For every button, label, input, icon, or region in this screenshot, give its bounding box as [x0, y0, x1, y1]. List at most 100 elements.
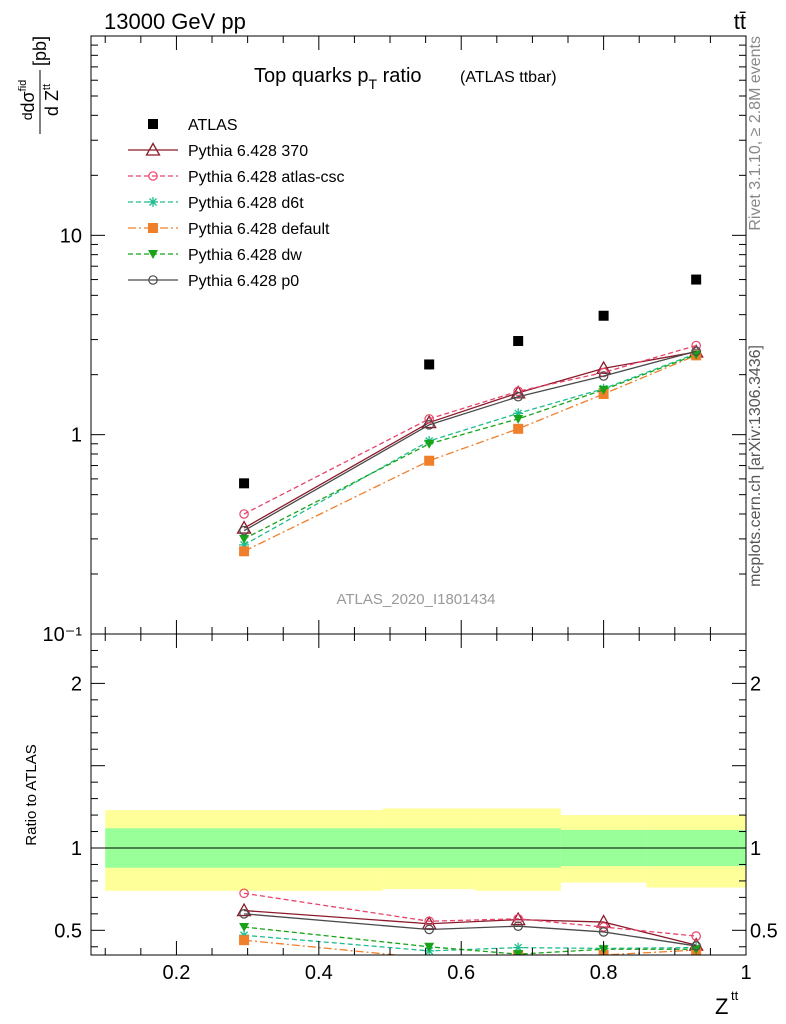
legend-label: Pythia 6.428 atlas-csc [188, 169, 345, 186]
legend-marker [148, 197, 158, 207]
legend-item: Pythia 6.428 atlas-csc [128, 169, 345, 186]
mcplots-label: mcplots.cern.ch [arXiv:1306.3436] [747, 345, 764, 587]
y-tick-label: 10⁻¹ [43, 624, 83, 646]
legend-marker [148, 250, 158, 259]
ratio-panel: 2 2 1 1 0.5 0.5 0.2 0.4 0.6 0.8 1 [54, 633, 778, 984]
ratio-y-tick-label-right: 0.5 [750, 920, 778, 942]
mc-series-1-line [243, 344, 697, 515]
mc-series-1-point [424, 414, 434, 424]
ratio-frame [90, 633, 747, 956]
mc-series-1-point [239, 509, 249, 519]
analysis-id: ATLAS_2020_I1801434 [336, 591, 495, 608]
mc-series-3-point [424, 455, 435, 466]
mc-series-4-line [243, 354, 697, 540]
ratio-series-4-point [513, 950, 524, 955]
x-tick-label: 0.6 [447, 962, 475, 984]
ratio-series-5-point [691, 941, 701, 951]
ratio-data [91, 808, 746, 955]
legend-label: Pythia 6.428 dw [188, 247, 302, 264]
svg-text:Top quarks pT ratio: Top quarks pT ratio [254, 65, 422, 92]
atlas-data-point [691, 274, 702, 285]
ratio-series-1-point [691, 931, 701, 941]
ratio-series-5-point [513, 921, 523, 931]
ratio-series-5-line [244, 913, 697, 947]
ratio-y-tick-label: 2 [71, 673, 82, 695]
title-small: (ATLAS ttbar) [460, 69, 557, 86]
legend-marker [148, 275, 158, 285]
process-label: tt̄ [734, 9, 746, 34]
mc-series-5-point [691, 346, 701, 357]
mc-series-5-point [598, 371, 609, 381]
mc-series-4-point [239, 534, 250, 544]
mc-series-3-point [239, 546, 250, 557]
ratio-y-tick-label: 0.5 [54, 920, 82, 942]
ratio-series-1-point [598, 922, 609, 932]
ratio-series-3-point [239, 935, 250, 946]
y-tick-label: 10 [60, 225, 82, 247]
x-tick-label: 0.2 [163, 962, 191, 984]
legend: ATLAS Pythia 6.428 370 Pythia 6.428 atlas-… [128, 117, 345, 290]
chart-title: Top quarks pT ratio (ATLAS ttbar) [254, 65, 557, 92]
ratio-series-1-point [239, 888, 249, 899]
legend-marker [145, 142, 161, 156]
y-axis-unit: [pb] [30, 36, 50, 66]
main-panel: 10 1 10⁻¹ [43, 35, 747, 646]
ratio-series-2-line [244, 934, 697, 952]
x-tick-label: 0.4 [305, 962, 333, 984]
ratio-series-0-point [421, 915, 437, 930]
legend-label: Pythia 6.428 default [188, 221, 330, 238]
mc-series-5-point [424, 420, 434, 430]
atlas-data-point [424, 359, 435, 370]
mc-series-0-line [243, 351, 697, 529]
legend-marker [148, 223, 158, 233]
legend-item: ATLAS [148, 117, 238, 134]
mc-series-4-point [424, 439, 435, 449]
atlas-data-point [513, 336, 524, 347]
mc-series-1-point [598, 367, 609, 378]
mc-series-4-point [513, 414, 524, 424]
ratio-series-4-point [239, 923, 250, 933]
legend-item: Pythia 6.428 p0 [128, 273, 299, 290]
mc-series-2-line [243, 353, 697, 546]
x-tick-label: 1 [740, 962, 751, 984]
title-sub: T [369, 76, 378, 92]
mc-series-2-point [513, 408, 524, 419]
mc-series-5-point [513, 391, 523, 402]
legend-marker [148, 171, 158, 181]
x-axis-label: Z tt [715, 988, 739, 1019]
legend-label: ATLAS [188, 117, 238, 134]
mc-series-2-point [239, 539, 250, 550]
title-main: Top quarks p [254, 65, 369, 87]
title-rest: ratio [377, 65, 421, 87]
ratio-y-tick-label: 1 [71, 838, 82, 860]
atlas-data-point [239, 478, 250, 489]
ratio-series-3-line [244, 939, 697, 955]
ratio-series-4-point [424, 942, 435, 952]
legend-marker [148, 119, 158, 129]
mc-series-5-point [239, 525, 249, 536]
legend-item: Pythia 6.428 d6t [128, 195, 304, 212]
ratio-series-5-point [424, 924, 434, 935]
legend-label: Pythia 6.428 d6t [188, 195, 304, 212]
main-data [236, 274, 704, 557]
mc-series-5-line [243, 350, 697, 532]
legend-item: Pythia 6.428 dw [128, 247, 302, 264]
x-axis-label-sup: tt [731, 988, 739, 1003]
ratio-series-5-point [239, 909, 249, 919]
y-axis-numerator: ddσfid [17, 80, 38, 121]
x-axis-label-z: Z [715, 994, 728, 1019]
mc-series-3-point [513, 423, 524, 434]
legend-item: Pythia 6.428 370 [128, 142, 308, 160]
beam-label: 13000 GeV pp [104, 9, 246, 34]
ratio-series-1-point [513, 913, 523, 924]
ratio-y-tick-label-right: 1 [750, 838, 761, 860]
ratio-series-1-line [243, 892, 697, 937]
ratio-y-axis-label: Ratio to ATLAS [23, 744, 40, 845]
y-axis-denominator: d Ztt [41, 84, 62, 116]
legend-label: Pythia 6.428 p0 [188, 273, 299, 290]
mc-series-0-point [595, 360, 612, 375]
mc-series-3-line [243, 354, 697, 552]
